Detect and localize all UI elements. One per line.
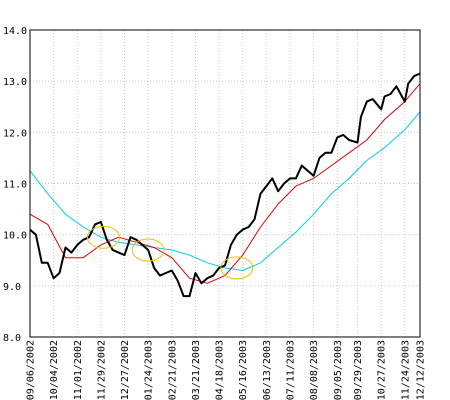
x-tick-label: 03/21/2003 — [191, 340, 202, 400]
highlight-ellipse — [86, 225, 120, 249]
x-tick-label: 05/16/2003 — [238, 340, 249, 400]
y-tick-label: 12.0 — [3, 128, 27, 139]
x-tick-label: 09/06/2002 — [26, 340, 37, 400]
plot-frame — [29, 29, 421, 338]
x-tick-label: 09/05/2003 — [333, 340, 344, 400]
x-tick-label: 12/12/2003 — [416, 340, 427, 400]
y-tick-label: 14.0 — [3, 26, 27, 37]
series-line-ma-long — [29, 111, 421, 271]
highlight-layer — [86, 225, 254, 280]
series-layer — [29, 72, 421, 298]
x-tick-label: 06/13/2003 — [262, 340, 273, 400]
x-tick-label: 11/24/2003 — [400, 340, 411, 400]
grid-lines — [30, 30, 420, 337]
x-tick-label: 02/21/2003 — [167, 340, 178, 400]
x-tick-label: 11/01/2002 — [73, 340, 84, 400]
y-tick-label: 13.0 — [3, 77, 27, 88]
x-tick-label: 07/11/2003 — [286, 340, 297, 400]
y-tick-label: 11.0 — [3, 180, 27, 191]
x-tick-label: 01/24/2003 — [144, 340, 155, 400]
x-tick-label: 09/29/2003 — [353, 340, 364, 400]
y-tick-label: 10.0 — [3, 231, 27, 242]
y-tick-label: 8.0 — [3, 333, 21, 344]
x-tick-label: 12/27/2002 — [120, 340, 131, 400]
x-tick-label: 04/18/2003 — [215, 340, 226, 400]
x-axis: 09/06/2002 10/04/2002 11/01/2002 11/29/2002… — [26, 340, 427, 400]
highlight-ellipse — [131, 238, 165, 262]
series-line-price — [29, 72, 421, 298]
x-tick-label: 10/04/2002 — [49, 340, 60, 400]
x-tick-label: 10/27/2003 — [377, 340, 388, 400]
x-tick-label: 08/08/2003 — [309, 340, 320, 400]
y-axis: 8.0 9.0 10.0 11.0 12.0 13.0 14.0 — [3, 26, 27, 344]
y-tick-label: 9.0 — [3, 282, 21, 293]
highlight-ellipse — [220, 256, 254, 280]
x-tick-label: 11/29/2002 — [96, 340, 107, 400]
